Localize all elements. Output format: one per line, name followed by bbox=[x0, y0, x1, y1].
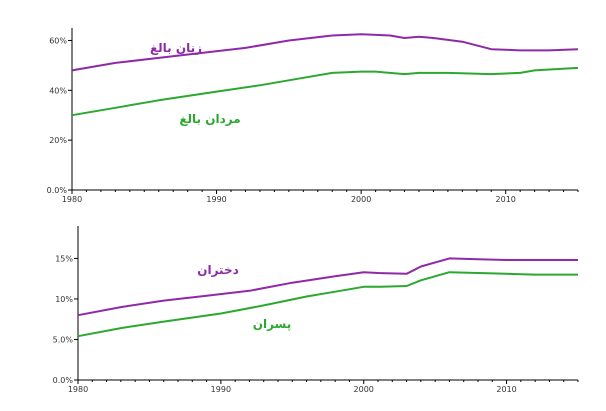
y-tick-label: 40% bbox=[49, 86, 67, 95]
x-tick-label: 2010 bbox=[496, 385, 516, 394]
x-tick-label: 1980 bbox=[62, 195, 82, 204]
x-tick-label: 1980 bbox=[68, 385, 88, 394]
series-line-1 bbox=[77, 271, 578, 338]
series-label-1: پسران bbox=[253, 317, 292, 331]
series-label-0: زنان بالغ bbox=[150, 41, 202, 55]
x-tick-label: 2000 bbox=[354, 385, 374, 394]
y-tick-label: 15% bbox=[55, 254, 73, 263]
y-tick-label: 0.0% bbox=[53, 376, 74, 385]
y-tick-label: 20% bbox=[49, 136, 67, 145]
series-label-1: مردان بالغ bbox=[179, 112, 240, 126]
y-tick-label: 60% bbox=[49, 36, 67, 45]
x-tick-label: 2010 bbox=[496, 195, 516, 204]
x-tick-label: 1990 bbox=[211, 385, 231, 394]
bottom-chart-children: 0.0% 5.0% 10% 15% 1980 1990 2000 2010 دختران پسرا… bbox=[53, 226, 579, 394]
x-tick-label: 2000 bbox=[351, 195, 371, 204]
y-tick-label: 10% bbox=[55, 295, 73, 304]
series-label-0: دختران bbox=[197, 263, 239, 277]
top-chart-adults: 0.0% 20% 40% 60% 1980 1990 2000 2010 زنان بالغ مر… bbox=[47, 28, 579, 204]
x-tick-label: 1990 bbox=[206, 195, 226, 204]
series-line-0 bbox=[77, 257, 578, 317]
y-tick-label: 0.0% bbox=[47, 186, 68, 195]
series-line-1 bbox=[71, 66, 579, 117]
series-line-0 bbox=[71, 33, 579, 72]
y-tick-label: 5.0% bbox=[53, 335, 74, 344]
